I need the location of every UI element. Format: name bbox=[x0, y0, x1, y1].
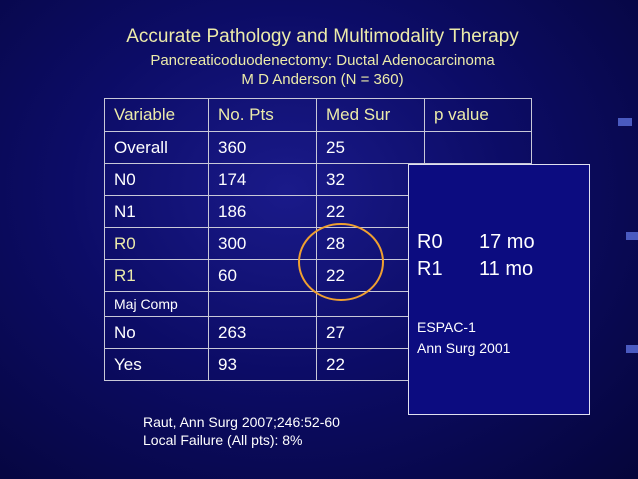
table-cell bbox=[316, 291, 425, 317]
box-row: R1 11 mo bbox=[417, 258, 535, 285]
footnote: Raut, Ann Surg 2007;246:52-60 bbox=[143, 414, 340, 430]
table-row: Overall 360 25 bbox=[104, 131, 532, 164]
decoration bbox=[626, 345, 638, 353]
footnote: Local Failure (All pts): 8% bbox=[143, 432, 303, 448]
table-cell: 22 bbox=[316, 259, 425, 292]
box-row: R0 17 mo bbox=[417, 231, 535, 258]
subtitle: Pancreaticoduodenectomy: Ductal Adenocar… bbox=[150, 52, 495, 69]
table-cell: 27 bbox=[316, 316, 425, 349]
table-cell: 25 bbox=[316, 131, 425, 164]
table-cell: 93 bbox=[208, 348, 317, 381]
column-header: Variable bbox=[104, 98, 209, 132]
reference: ESPAC-1 bbox=[417, 319, 476, 335]
column-header: p value bbox=[424, 98, 532, 132]
title: Accurate Pathology and Multimodality The… bbox=[126, 26, 519, 47]
table-cell: Overall bbox=[104, 131, 209, 164]
header-row: Variable No. Pts Med Sur p value bbox=[104, 98, 532, 132]
table-cell: 360 bbox=[208, 131, 317, 164]
table-cell: Yes bbox=[104, 348, 209, 381]
reference: Ann Surg 2001 bbox=[417, 340, 511, 356]
subtitle: M D Anderson (N = 360) bbox=[241, 71, 404, 88]
table-cell: 263 bbox=[208, 316, 317, 349]
table-cell: 186 bbox=[208, 195, 317, 228]
table-cell: Maj Comp bbox=[104, 291, 209, 317]
table-cell: 174 bbox=[208, 163, 317, 196]
box-cell: R1 bbox=[417, 258, 443, 280]
box-cell: R0 bbox=[417, 231, 443, 253]
table-cell: No bbox=[104, 316, 209, 349]
table-row: Yes 93 22 bbox=[104, 348, 532, 381]
decoration bbox=[618, 118, 632, 126]
decoration bbox=[626, 232, 638, 240]
callout-box: R0 17 mo R1 11 mo ESPAC-1 Ann Surg 2001 bbox=[408, 164, 590, 415]
table-row: Maj Comp bbox=[104, 291, 532, 317]
table-cell: R0 bbox=[104, 227, 209, 260]
box-cell: 17 mo bbox=[479, 231, 535, 253]
table-cell: 22 bbox=[316, 348, 425, 381]
column-header: No. Pts bbox=[208, 98, 317, 132]
highlight-circle bbox=[298, 223, 384, 301]
box-cell: 11 mo bbox=[479, 258, 534, 280]
